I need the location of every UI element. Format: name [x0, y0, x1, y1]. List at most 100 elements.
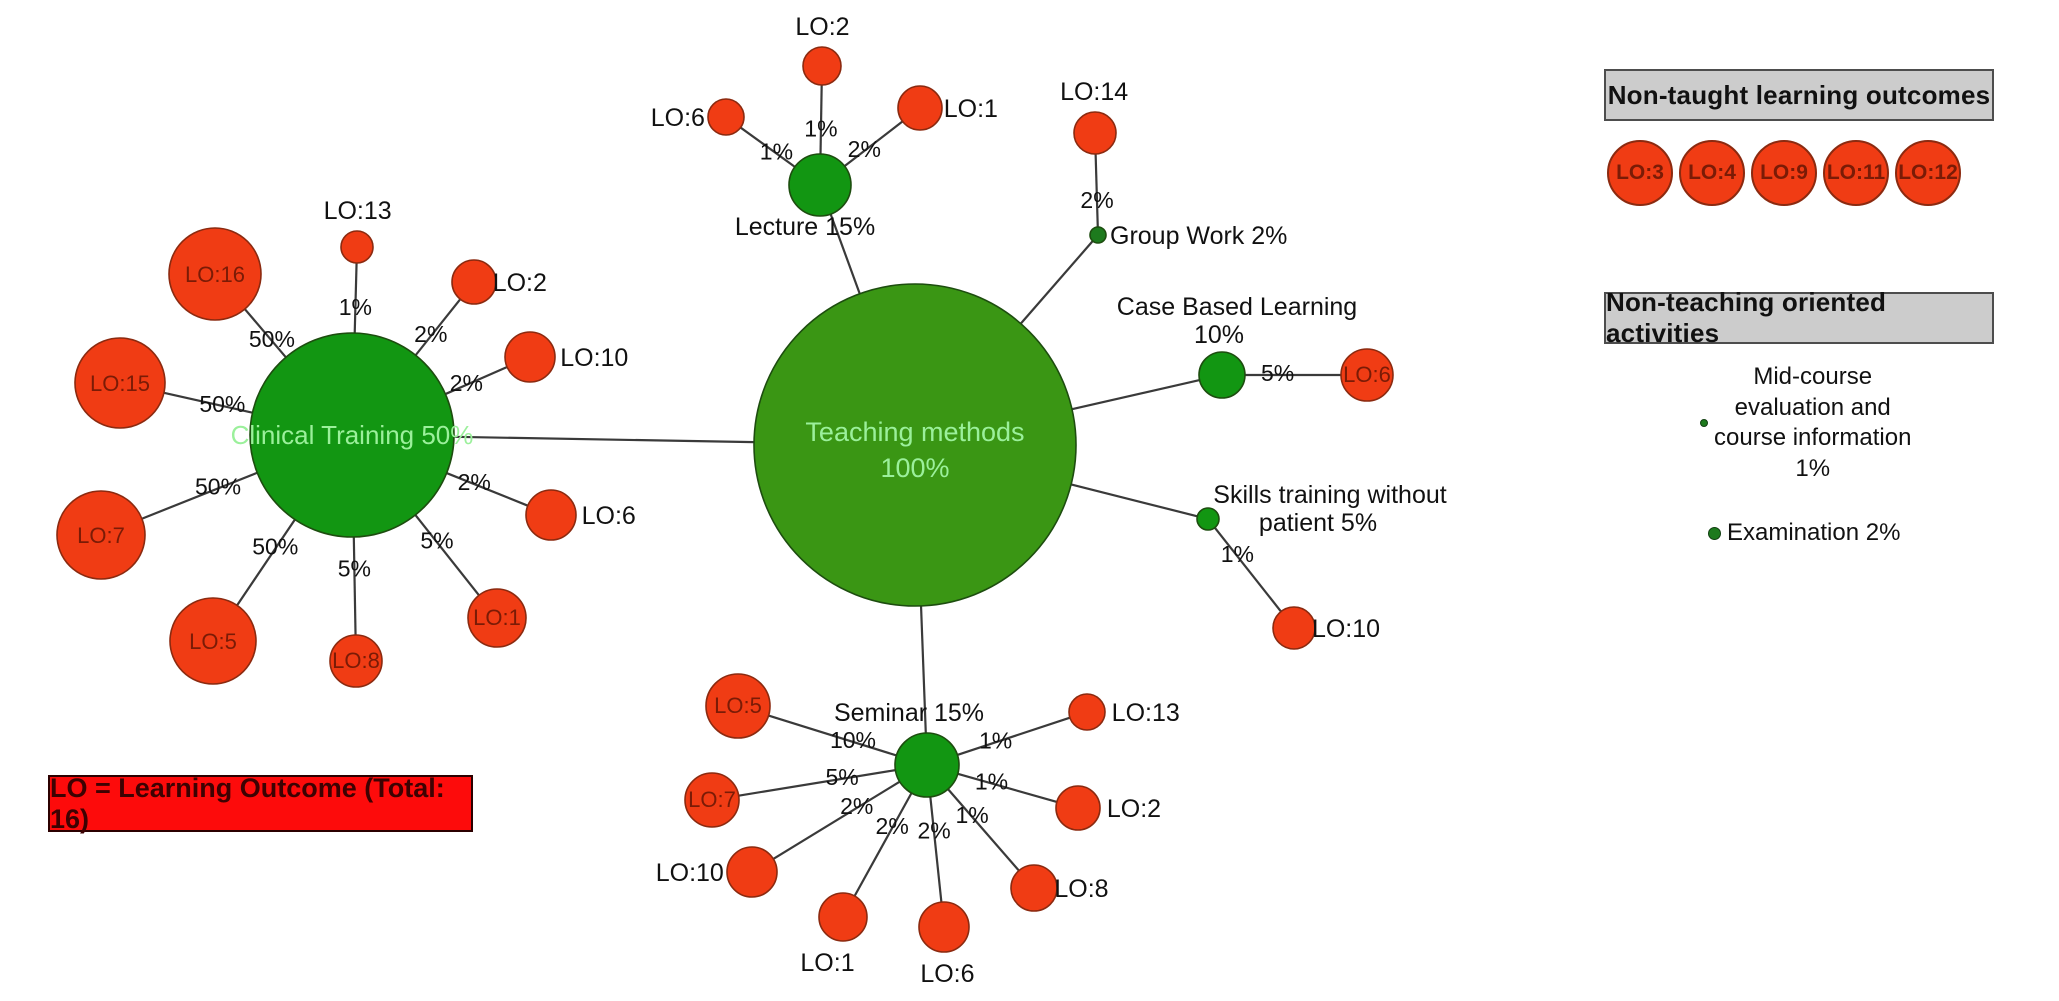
legend-text-line: Mid-course — [1753, 363, 1873, 390]
lo-node-label: LO:15 — [90, 371, 150, 396]
edge-clinical-leaf — [414, 298, 462, 356]
legend-item-mid-course-evaluation: Mid-course evaluation and course informati… — [1700, 362, 1960, 485]
clinical-label: Clinical Training 50% — [231, 420, 474, 450]
lo-node-label: LO:13 — [324, 197, 392, 225]
lo-node-LO-7[interactable] — [684, 772, 740, 828]
lo-node-LO-6[interactable] — [525, 489, 577, 541]
lo-node-label: LO:2 — [795, 13, 849, 41]
edge-seminar-leaf — [772, 780, 901, 860]
green-dot-icon — [1700, 419, 1708, 428]
edge-seminar-leaf — [957, 772, 1058, 804]
lo-node-label: LO:13 — [1112, 699, 1180, 727]
edge-seminar-leaf — [768, 714, 897, 757]
legend-non-taught-title: Non-taught learning outcomes — [1607, 79, 1991, 110]
lo-node-LO-6[interactable] — [1340, 348, 1394, 402]
nodes-layer — [56, 46, 1394, 953]
lo-node-LO-1[interactable] — [467, 588, 527, 648]
edges-layer — [141, 84, 1341, 903]
lo-node-label: LO:5 — [189, 629, 237, 654]
lo-node-LO-13[interactable] — [1068, 693, 1106, 731]
edge-percent-label: 1% — [975, 768, 1008, 794]
lo-node-label: LO:6 — [651, 104, 705, 132]
lo-node-LO-2[interactable] — [451, 259, 497, 305]
legend-lo-key-text: LO = Learning Outcome (Total: 16) — [50, 772, 445, 834]
lo-node-LO-14[interactable] — [1073, 111, 1117, 155]
edge-clinical-leaf — [444, 366, 508, 396]
hub-label-line2: 100% — [880, 453, 949, 483]
legend-lo-key: LO = Learning Outcome (Total: 16) — [48, 772, 473, 834]
legend-non-taught-header: Non-taught learning outcomes — [1604, 69, 1994, 121]
lo-node-LO-10[interactable] — [504, 331, 556, 383]
legend-non-teaching-header: Non-teaching oriented activities — [1604, 287, 1994, 348]
lo-node-label: LO:6 — [920, 960, 974, 988]
green-dot-icon — [1708, 526, 1721, 540]
lo-node-label: LO:8 — [332, 648, 380, 673]
edge-clinical-leaf — [352, 536, 357, 636]
lo-node-LO-15[interactable] — [74, 337, 166, 429]
edge-seminar-leaf — [853, 792, 913, 897]
edge-teaching-lecture — [829, 213, 861, 295]
lo-node-LO-16[interactable] — [168, 227, 262, 321]
case-based-label-line2: 10% — [1194, 321, 1244, 349]
lo-node-label: LO:6 — [582, 502, 636, 530]
lo-node-LO-2[interactable] — [802, 46, 842, 86]
lecture-label: Lecture 15% — [735, 213, 875, 241]
edge-percent-label: 1% — [955, 802, 988, 828]
lo-node-LO-5[interactable] — [169, 597, 257, 685]
lo-node-LO-5[interactable] — [705, 673, 771, 739]
lo-node-LO-10[interactable] — [726, 846, 778, 898]
legend-lo-chip: LO:4 — [1679, 140, 1745, 206]
lo-node-LO-6[interactable] — [707, 98, 745, 136]
edge-percent-label: 2% — [414, 321, 447, 347]
edge-percent-label: 50% — [195, 473, 241, 499]
lo-node-LO-8[interactable] — [329, 634, 383, 688]
edge-percent-label: 10% — [830, 727, 876, 753]
lo-node-label: LO:10 — [560, 344, 628, 372]
edge-teaching-groupwork — [1019, 240, 1094, 325]
lo-node-LO-1[interactable] — [818, 892, 868, 942]
skills-label-line1: Skills training without — [1213, 481, 1446, 509]
lo-node-LO-6[interactable] — [918, 901, 970, 953]
method-node-seminar[interactable] — [894, 732, 960, 798]
edge-lecture-leaf — [819, 84, 823, 155]
lo-node-label: LO:5 — [714, 693, 762, 718]
skills-label-line2: patient 5% — [1259, 509, 1377, 537]
method-node-clinical[interactable] — [249, 332, 455, 538]
edge-clinical-leaf — [163, 391, 253, 414]
lo-node-LO-1[interactable] — [897, 85, 943, 131]
lo-node-LO-10[interactable] — [1272, 606, 1316, 650]
labels-layer: 1%50%50%50%50%5%5%2%2%2%1%1%2%2%5%1%10%5… — [77, 13, 1447, 988]
edge-percent-label: 5% — [1261, 360, 1294, 386]
legend-lo-chip: LO:12 — [1895, 140, 1961, 206]
edge-teaching-skills — [1070, 483, 1198, 518]
lo-node-label: LO:14 — [1060, 78, 1128, 106]
edge-percent-label: 2% — [917, 818, 950, 844]
edge-percent-label: 1% — [339, 294, 372, 320]
edge-percent-label: 50% — [249, 326, 295, 352]
method-node-teaching[interactable] — [753, 283, 1077, 607]
edge-clinical-leaf — [414, 514, 480, 596]
legend-non-teaching-title: Non-teaching oriented activities — [1606, 287, 1887, 348]
lo-node-LO-2[interactable] — [1055, 785, 1101, 831]
method-node-casebased[interactable] — [1198, 351, 1246, 399]
lo-node-label: LO:1 — [473, 605, 521, 630]
method-node-groupwork[interactable] — [1089, 226, 1107, 244]
legend-lo-chip: LO:9 — [1751, 140, 1817, 206]
edge-clinical-leaf — [243, 308, 287, 359]
method-node-lecture[interactable] — [788, 153, 852, 217]
lo-node-label: LO:10 — [656, 859, 724, 887]
lo-node-LO-13[interactable] — [340, 230, 374, 264]
edge-percent-label: 1% — [1221, 541, 1254, 567]
edge-percent-label: 50% — [252, 534, 298, 560]
edge-groupwork-leaf — [1094, 153, 1099, 228]
method-node-skills[interactable] — [1196, 507, 1220, 531]
lo-node-LO-7[interactable] — [56, 490, 146, 580]
legend-lo-chip: LO:11 — [1823, 140, 1889, 206]
edge-percent-label: 2% — [450, 370, 483, 396]
lo-node-LO-8[interactable] — [1010, 864, 1058, 912]
legend-text-line: 1% — [1795, 455, 1831, 483]
edge-lecture-leaf — [739, 126, 796, 168]
edge-teaching-seminar — [919, 605, 927, 734]
